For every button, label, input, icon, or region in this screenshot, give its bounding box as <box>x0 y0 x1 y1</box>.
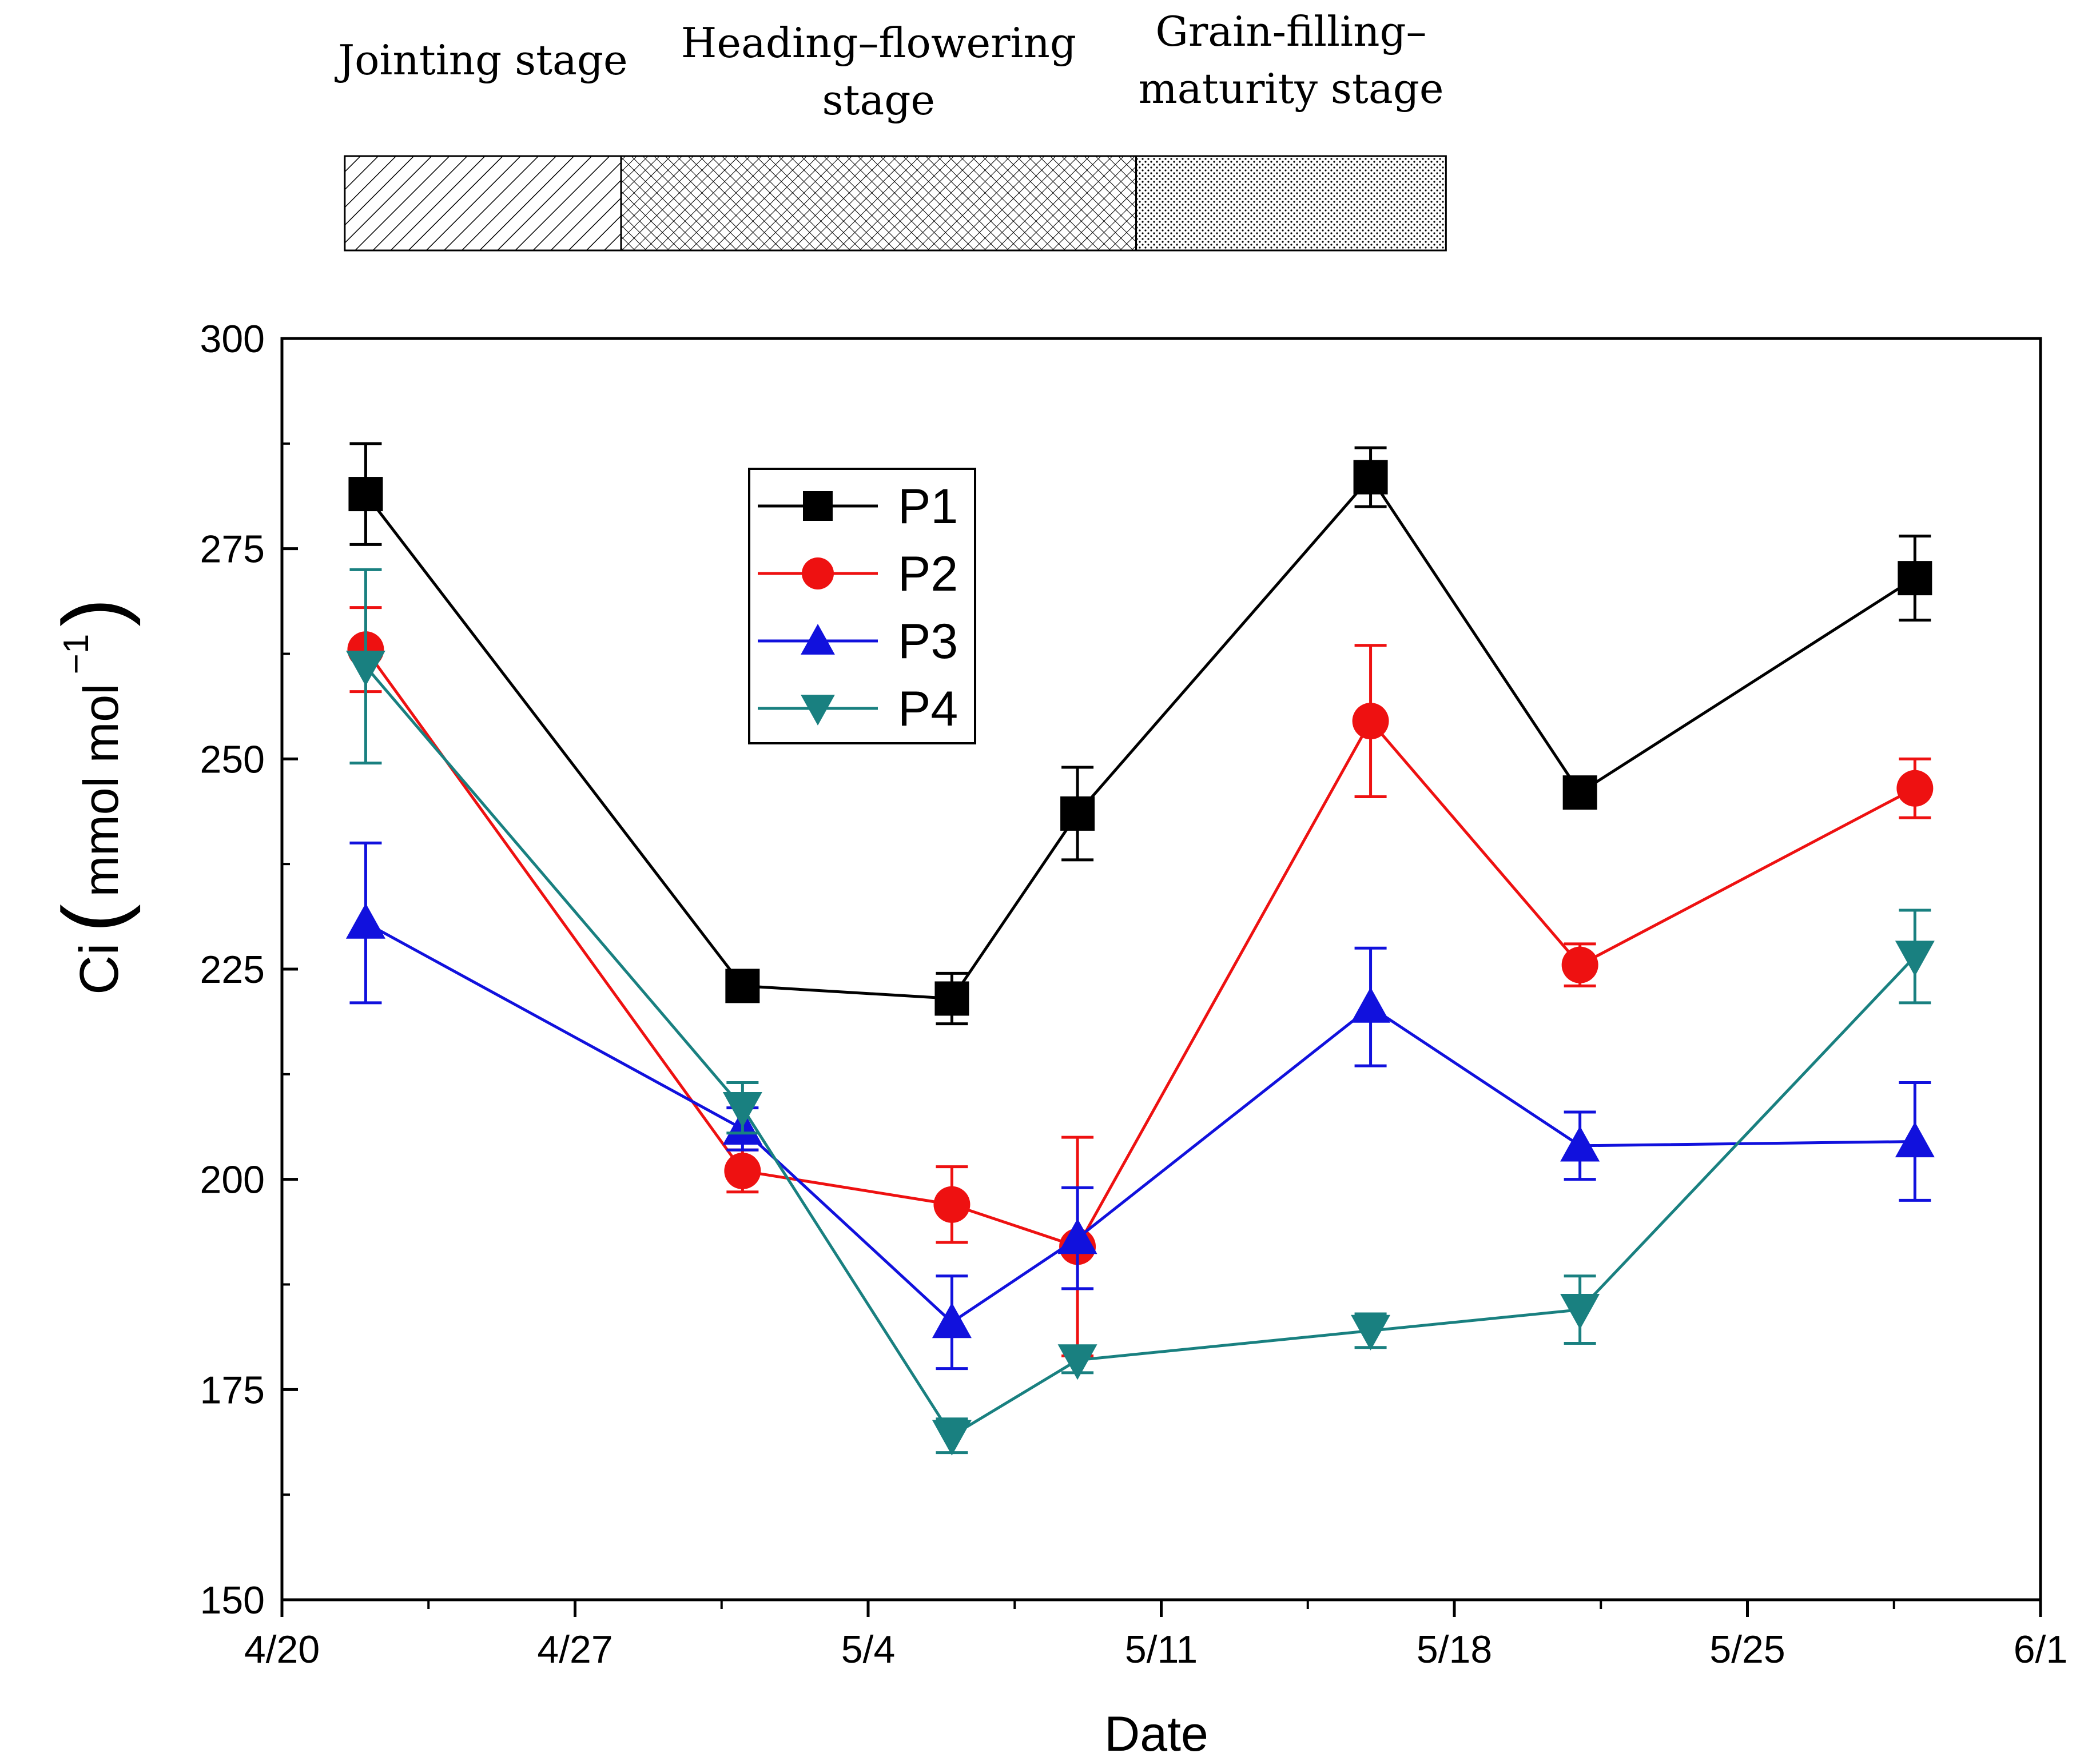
data-point-P3 <box>1351 987 1391 1023</box>
data-point-P1 <box>1353 460 1388 495</box>
legend-marker <box>802 557 834 589</box>
legend: P1 P2 P3 P4 <box>748 468 976 744</box>
y-axis-title-unit: mmol mol <box>74 684 129 897</box>
data-point-P3 <box>1057 1218 1097 1254</box>
data-point-P4 <box>1057 1344 1097 1380</box>
legend-label: P4 <box>898 682 958 736</box>
y-tick-label-150: 150 <box>200 1579 265 1622</box>
stage-band-2 <box>620 155 1138 252</box>
legend-entry-P2: P2 <box>758 547 958 601</box>
data-point-P4 <box>1560 1294 1600 1330</box>
stage-band-3 <box>1135 155 1447 252</box>
series-P1 <box>348 442 1932 1026</box>
stage-band-1 <box>344 155 622 252</box>
data-series <box>345 442 1935 1456</box>
legend-entry-P3: P3 <box>758 614 958 669</box>
data-point-P4 <box>932 1420 972 1456</box>
legend-entry-P1: P1 <box>758 479 958 534</box>
series-line-P1 <box>364 475 1916 1001</box>
legend-marker <box>801 695 835 726</box>
legend-label: P2 <box>898 547 958 601</box>
y-axis-title-paren-close: ) <box>45 598 141 627</box>
data-point-P3 <box>1560 1126 1600 1162</box>
data-point-P1 <box>348 477 383 512</box>
stage-label-2-line-1: Heading–flowering <box>681 19 1076 67</box>
data-point-P1 <box>1060 796 1095 831</box>
legend-entry-P4: P4 <box>758 682 958 736</box>
y-axis-title-paren-open: ( <box>45 904 141 933</box>
legend-box <box>748 468 976 744</box>
legend-label: P3 <box>898 614 958 669</box>
y-axis-title-main: Ci <box>69 943 130 995</box>
data-point-P2 <box>1561 946 1598 983</box>
series-line-P3 <box>365 921 1915 1324</box>
stage-label-2-line-2: stage <box>822 76 936 124</box>
stage-label-3-line-1: Grain-filling– <box>1155 7 1426 55</box>
data-point-P3 <box>1895 1121 1935 1158</box>
data-point-P3 <box>345 903 385 939</box>
legend-marker <box>801 624 835 655</box>
data-point-P4 <box>1351 1314 1391 1350</box>
y-tick-label-250: 250 <box>200 738 265 781</box>
legend-marker <box>803 491 833 521</box>
y-tick-label-200: 200 <box>200 1158 265 1202</box>
series-line-P2 <box>364 648 1916 1249</box>
axes: 150 175 200 225 250 275 300 4/20 4/27 5/4 5/11 5/18… <box>200 317 2068 1671</box>
data-point-P1 <box>725 969 760 1003</box>
y-axis-title: Ci ( mmol mol −1 ) <box>45 598 141 995</box>
data-point-P1 <box>934 981 969 1016</box>
data-point-P1 <box>1898 561 1932 596</box>
x-tick-label-2: 4/27 <box>537 1628 612 1671</box>
y-tick-label-175: 175 <box>200 1368 265 1412</box>
growth-stage-bar: Jointing stage Heading–flowering stage Grai… <box>334 7 1447 252</box>
data-point-P4 <box>345 650 385 687</box>
x-tick-label-5: 5/18 <box>1417 1628 1492 1671</box>
x-axis-title: Date <box>1104 1707 1208 1761</box>
data-point-P4 <box>722 1092 762 1128</box>
x-tick-label-4: 5/11 <box>1125 1628 1198 1671</box>
x-tick-label-1: 4/20 <box>244 1628 320 1671</box>
y-tick-label-225: 225 <box>200 948 265 991</box>
data-point-P2 <box>933 1186 971 1223</box>
x-tick-label-6: 5/25 <box>1709 1628 1785 1671</box>
y-tick-label-300: 300 <box>200 317 265 361</box>
plot-frame <box>280 337 2042 1601</box>
series-P4 <box>345 568 1935 1456</box>
stage-label-3-line-2: maturity stage <box>1138 65 1443 113</box>
data-point-P1 <box>1562 775 1597 810</box>
data-point-P3 <box>932 1302 972 1338</box>
x-tick-label-7: 6/1 <box>2014 1628 2068 1671</box>
stage-label-1-line-1: Jointing stage <box>334 36 627 84</box>
data-point-P2 <box>724 1152 761 1189</box>
legend-label: P1 <box>898 479 958 534</box>
svg-text:Ci ( mmol mol: Ci ( mmol mol −1 ) <box>45 598 141 995</box>
y-axis-title-exponent: −1 <box>57 634 96 675</box>
data-point-P2 <box>1352 703 1389 740</box>
y-tick-label-275: 275 <box>200 528 265 571</box>
x-tick-label-3: 5/4 <box>841 1628 896 1671</box>
data-point-P2 <box>1896 770 1934 807</box>
data-point-P4 <box>1895 941 1935 977</box>
